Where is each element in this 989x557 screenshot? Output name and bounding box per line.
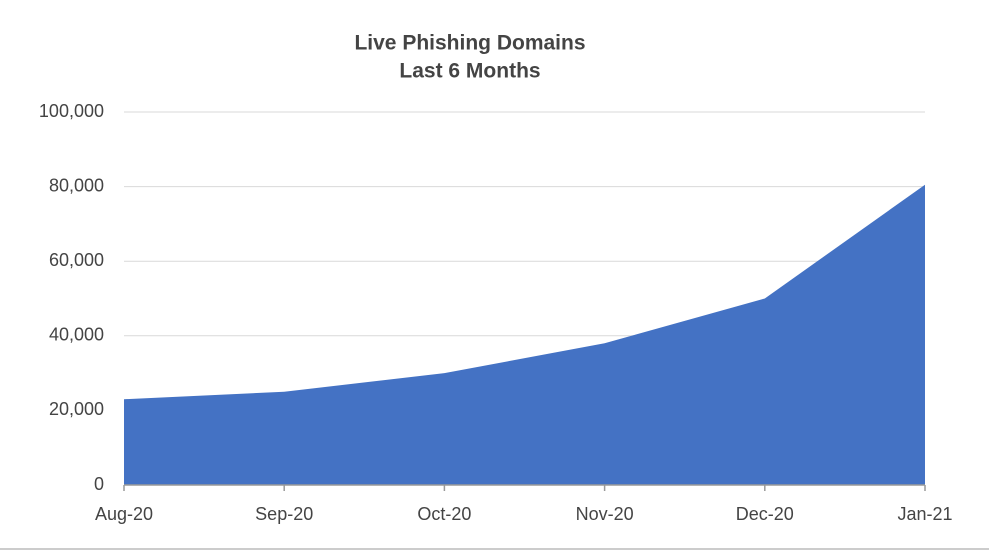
y-tick-label: 60,000 [49, 250, 104, 270]
x-tick-label: Aug-20 [95, 504, 153, 524]
x-tick-label: Oct-20 [417, 504, 471, 524]
y-tick-label: 80,000 [49, 175, 104, 195]
y-tick-label: 100,000 [39, 101, 104, 121]
x-tick-label: Nov-20 [576, 504, 634, 524]
y-tick-label: 0 [94, 474, 104, 494]
x-tick-label: Dec-20 [736, 504, 794, 524]
area [124, 184, 925, 486]
y-tick-label: 20,000 [49, 399, 104, 419]
chart-title: Live Phishing Domains [354, 32, 585, 55]
y-tick-label: 40,000 [49, 325, 104, 345]
chart-subtitle: Last 6 Months [399, 60, 540, 83]
x-tick-label: Sep-20 [255, 504, 313, 524]
x-tick-label: Jan-21 [897, 504, 952, 524]
